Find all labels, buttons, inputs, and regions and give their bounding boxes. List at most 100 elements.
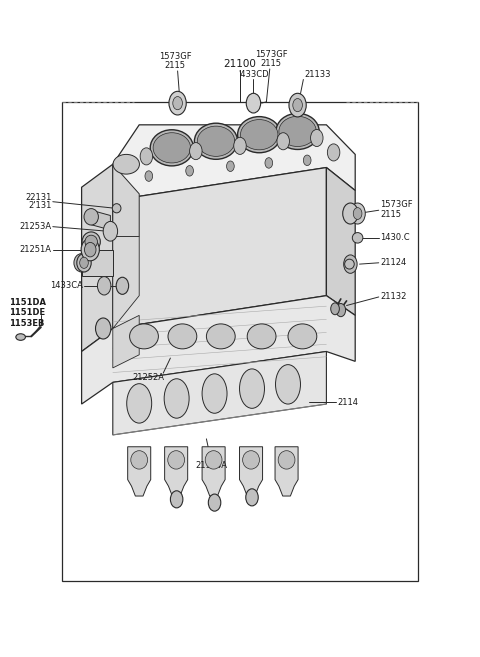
Polygon shape: [82, 250, 113, 276]
Ellipse shape: [164, 378, 189, 419]
Circle shape: [170, 491, 183, 508]
Ellipse shape: [153, 133, 191, 163]
Ellipse shape: [131, 451, 148, 469]
Circle shape: [293, 99, 302, 112]
Circle shape: [246, 489, 258, 506]
Polygon shape: [326, 168, 355, 315]
Ellipse shape: [84, 242, 96, 257]
Polygon shape: [128, 447, 151, 496]
Polygon shape: [202, 447, 225, 496]
Ellipse shape: [74, 254, 89, 272]
Circle shape: [289, 93, 306, 117]
Circle shape: [303, 155, 311, 166]
Ellipse shape: [205, 451, 222, 469]
Text: 1153EB: 1153EB: [9, 319, 44, 328]
Ellipse shape: [168, 451, 184, 469]
Circle shape: [234, 137, 246, 154]
Circle shape: [311, 129, 323, 147]
Circle shape: [327, 144, 340, 161]
Circle shape: [116, 277, 129, 294]
Text: '433CD: '433CD: [239, 70, 269, 79]
Text: 1573GF: 1573GF: [159, 52, 192, 61]
Ellipse shape: [206, 324, 235, 349]
Text: 2115: 2115: [261, 59, 282, 68]
Ellipse shape: [276, 365, 300, 404]
Text: 21132: 21132: [380, 292, 407, 302]
Ellipse shape: [194, 124, 238, 160]
Text: 1573GF: 1573GF: [255, 50, 288, 59]
Polygon shape: [275, 447, 298, 496]
Circle shape: [246, 93, 261, 113]
Circle shape: [344, 255, 357, 273]
Polygon shape: [113, 164, 139, 237]
Text: 21251A: 21251A: [20, 245, 52, 254]
Ellipse shape: [276, 113, 319, 150]
Text: 1573GF: 1573GF: [380, 200, 413, 210]
Text: 2114: 2114: [337, 397, 359, 407]
Text: 2115: 2115: [380, 210, 401, 219]
Circle shape: [227, 161, 234, 171]
Ellipse shape: [113, 154, 139, 174]
Ellipse shape: [82, 232, 100, 252]
Ellipse shape: [127, 384, 152, 423]
Circle shape: [265, 158, 273, 168]
Ellipse shape: [112, 204, 121, 213]
Text: 21252A: 21252A: [133, 373, 165, 382]
Circle shape: [145, 171, 153, 181]
Ellipse shape: [168, 324, 197, 349]
Ellipse shape: [85, 235, 97, 248]
Ellipse shape: [279, 116, 316, 147]
Circle shape: [190, 143, 202, 160]
Ellipse shape: [80, 258, 88, 269]
Circle shape: [96, 318, 111, 339]
Circle shape: [103, 221, 118, 241]
Ellipse shape: [16, 334, 25, 340]
Circle shape: [208, 494, 221, 511]
Circle shape: [336, 304, 346, 317]
Circle shape: [140, 148, 153, 165]
Polygon shape: [113, 125, 355, 200]
Polygon shape: [91, 210, 110, 230]
Text: 21253A: 21253A: [20, 222, 52, 231]
Ellipse shape: [243, 451, 260, 469]
Polygon shape: [165, 447, 188, 496]
Ellipse shape: [352, 233, 363, 243]
Text: 21124: 21124: [380, 258, 407, 267]
Circle shape: [173, 97, 182, 110]
Text: 22131: 22131: [25, 193, 52, 202]
Ellipse shape: [247, 324, 276, 349]
Circle shape: [97, 277, 111, 295]
Circle shape: [350, 203, 365, 224]
Ellipse shape: [278, 451, 295, 469]
Ellipse shape: [288, 324, 317, 349]
Polygon shape: [82, 164, 113, 351]
Text: 1151DE: 1151DE: [9, 308, 45, 317]
Text: 2115: 2115: [165, 61, 186, 70]
Text: 1151DA: 1151DA: [9, 298, 46, 307]
Text: 1433CA: 1433CA: [50, 281, 83, 290]
Ellipse shape: [240, 120, 278, 150]
Polygon shape: [240, 447, 263, 496]
Ellipse shape: [240, 369, 264, 409]
Circle shape: [186, 166, 193, 176]
Ellipse shape: [345, 260, 354, 269]
Ellipse shape: [130, 324, 158, 349]
Text: 1430.C: 1430.C: [380, 233, 410, 242]
Ellipse shape: [197, 126, 235, 156]
Polygon shape: [113, 237, 139, 328]
Circle shape: [169, 91, 186, 115]
Circle shape: [343, 203, 358, 224]
Text: 21133: 21133: [304, 70, 331, 79]
Polygon shape: [113, 351, 326, 435]
Ellipse shape: [238, 117, 281, 153]
Circle shape: [353, 208, 362, 219]
Ellipse shape: [84, 209, 98, 225]
Text: 21114A: 21114A: [195, 461, 227, 470]
Ellipse shape: [77, 254, 91, 272]
Ellipse shape: [81, 238, 99, 261]
Text: 21100: 21100: [224, 59, 256, 69]
Text: 2'131: 2'131: [28, 201, 52, 210]
Circle shape: [277, 133, 289, 150]
Ellipse shape: [150, 129, 193, 166]
Ellipse shape: [202, 374, 227, 413]
